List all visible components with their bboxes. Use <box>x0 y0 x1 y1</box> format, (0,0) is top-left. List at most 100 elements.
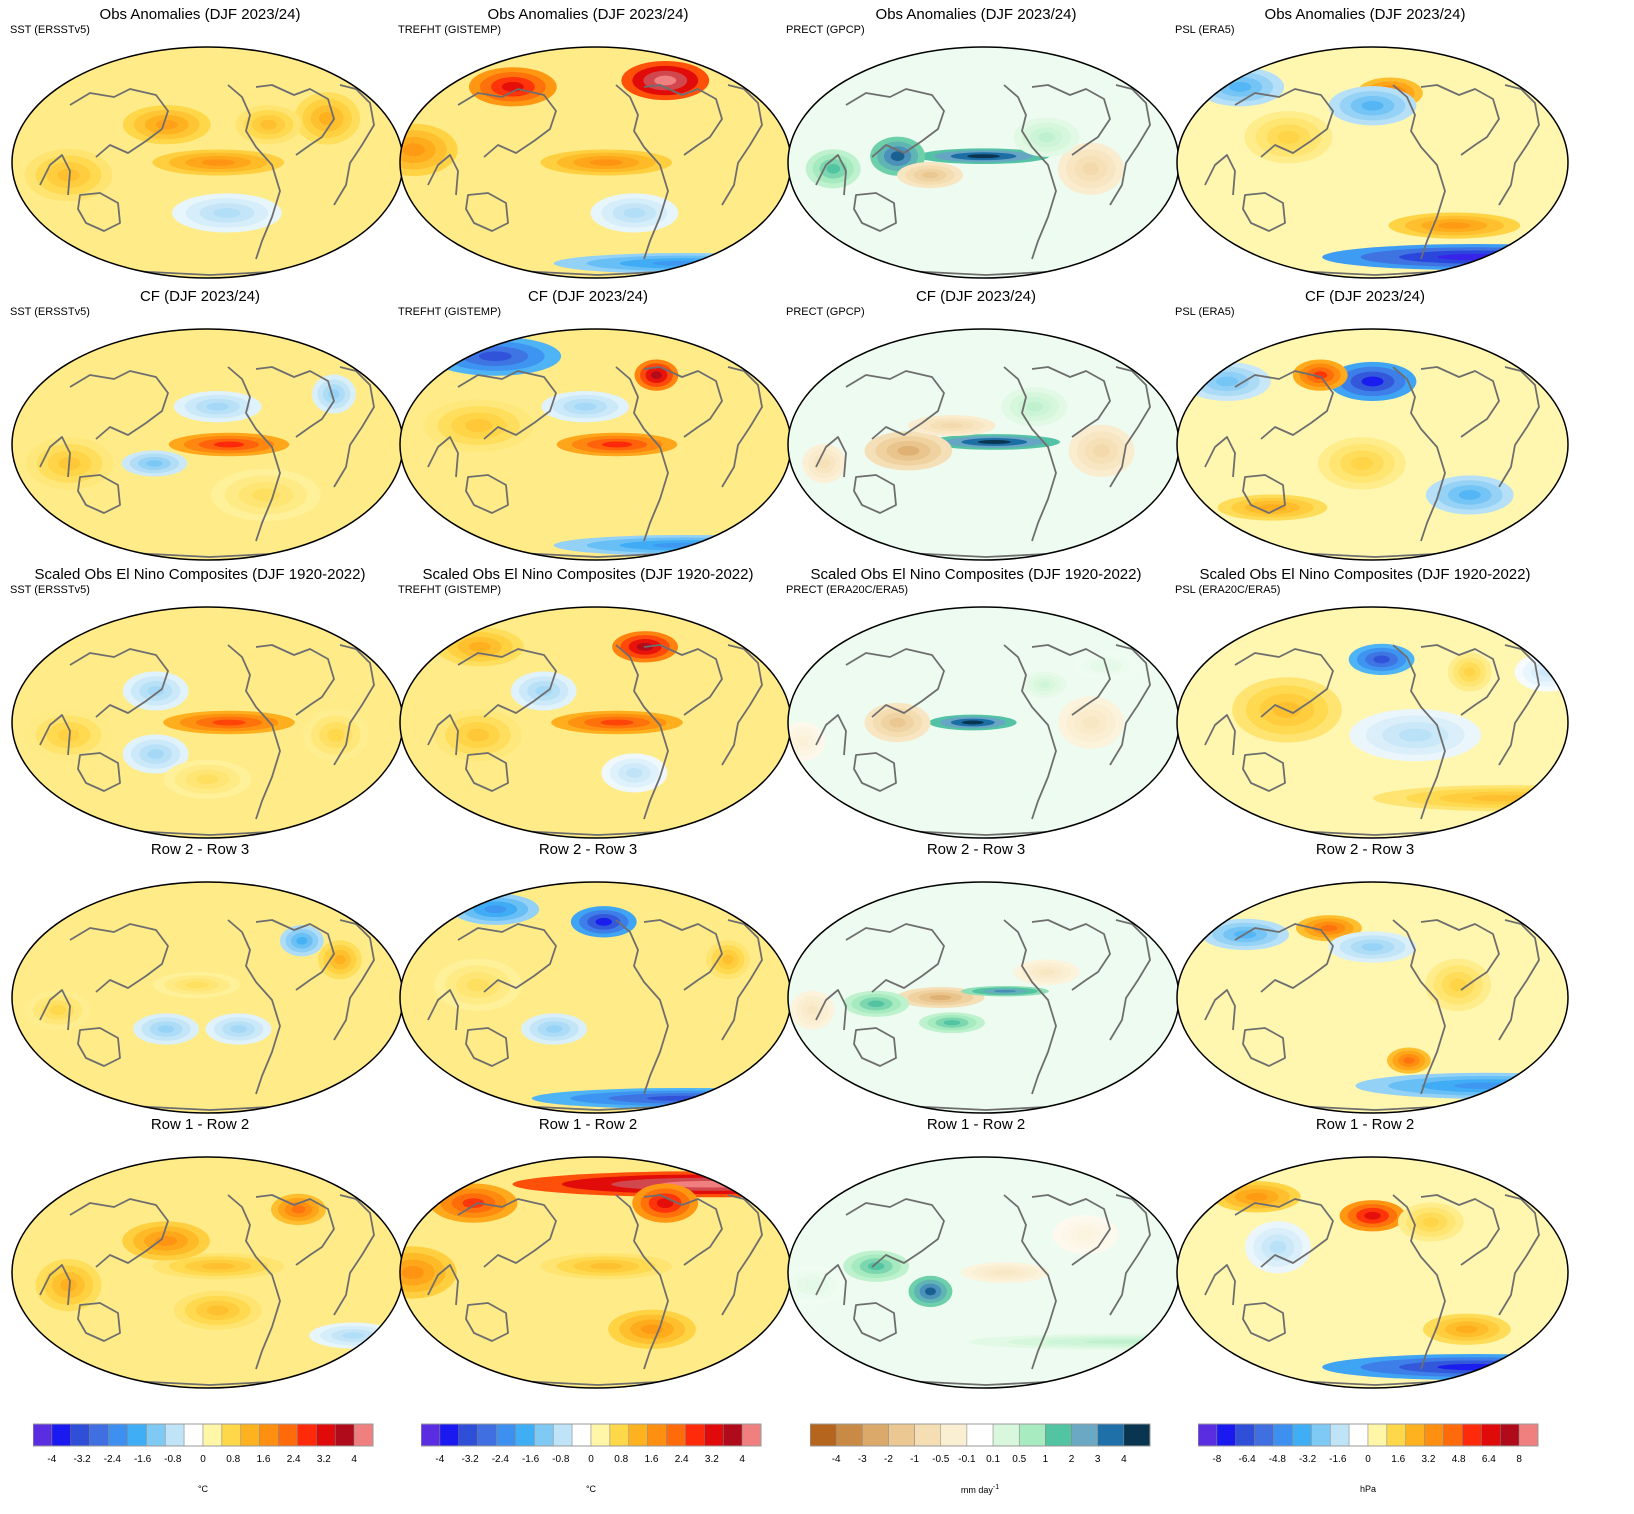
coastline <box>465 752 509 792</box>
panel-subtitle: SST (ERSSTv5) <box>10 24 90 36</box>
coastline <box>465 1302 509 1342</box>
map-plot <box>1176 328 1569 561</box>
anomaly-feature <box>401 1265 424 1280</box>
colorbar-swatch <box>1254 1423 1274 1447</box>
anomaly-feature <box>327 728 344 742</box>
anomaly-feature <box>1245 1192 1268 1201</box>
coastline <box>427 989 459 1031</box>
anomaly-feature <box>342 1332 365 1339</box>
colorbar-swatch <box>1235 1423 1255 1447</box>
anomaly-feature <box>291 1205 306 1214</box>
anomaly-feature <box>260 119 277 130</box>
coastline <box>77 1027 121 1067</box>
colorbar-swatch <box>888 1423 915 1447</box>
anomaly-feature <box>589 1262 623 1270</box>
anomaly-feature <box>212 719 246 726</box>
colorbar-tick-label: -3.2 <box>1299 1454 1317 1465</box>
anomaly-feature <box>574 402 597 411</box>
panel-subtitle: PSL (ERA5) <box>1175 24 1235 36</box>
coastline <box>1498 1194 1540 1316</box>
coastline <box>465 474 509 514</box>
anomaly-feature <box>993 989 1016 993</box>
colorbar-swatch <box>1123 1423 1151 1447</box>
panel-title: Obs Anomalies (DJF 2023/24) <box>875 6 1077 23</box>
anomaly-feature <box>147 686 164 696</box>
anomaly-feature <box>60 1278 77 1292</box>
anomaly-feature <box>402 143 425 157</box>
coastline <box>465 192 509 232</box>
colorbar-swatch <box>628 1423 648 1447</box>
anomaly-feature <box>334 954 346 965</box>
colorbar-tick-label: 3.2 <box>1421 1454 1435 1465</box>
anomaly-feature <box>601 441 633 448</box>
anomaly-feature <box>897 445 920 456</box>
coastline <box>615 366 669 542</box>
map-plot <box>11 881 404 1114</box>
colorbar-swatch <box>590 1423 611 1447</box>
colorbar-tick-label: -4 <box>832 1454 841 1465</box>
coastline <box>643 1194 723 1266</box>
anomaly-feature <box>826 163 841 174</box>
coastline <box>69 88 169 158</box>
coastline <box>39 436 71 478</box>
coastline <box>427 1264 459 1306</box>
colorbar-tick-label: 4.8 <box>1452 1454 1466 1465</box>
colorbar-swatch <box>1386 1423 1407 1447</box>
colorbar-tick-label: 2.4 <box>287 1454 301 1465</box>
colorbar-tick-label: 1.6 <box>1391 1454 1405 1465</box>
coastline <box>227 1194 281 1370</box>
colorbar-tick-label: -0.5 <box>932 1454 950 1465</box>
colorbar-swatch <box>108 1423 128 1447</box>
colorbar: -4 -3 -2 -1 -0.5 -0.1 0.1 0.5 1 2 3 4 mm day-1 <box>810 1422 1210 1502</box>
coastline <box>427 714 459 756</box>
colorbar-swatch <box>1292 1423 1312 1447</box>
anomaly-feature <box>1215 376 1238 387</box>
colorbar-swatch <box>259 1423 279 1447</box>
colorbar-swatch <box>1405 1423 1425 1447</box>
colorbar-swatch <box>1443 1423 1463 1447</box>
colorbar-unit: mm day-1 <box>810 1484 1150 1495</box>
anomaly-feature <box>626 768 643 778</box>
coastline <box>1204 1264 1236 1306</box>
anomaly-feature <box>943 1020 961 1026</box>
colorbar-swatch <box>127 1423 147 1447</box>
panel-title: Row 1 - Row 2 <box>538 1116 638 1133</box>
map-plot <box>11 328 404 561</box>
coastline <box>333 1194 375 1316</box>
anomaly-feature <box>656 1198 674 1209</box>
anomaly-feature <box>1422 1217 1440 1227</box>
coastline <box>427 154 459 196</box>
map-plot <box>11 606 404 839</box>
map-outline <box>1176 46 1569 279</box>
coastline <box>845 1198 945 1268</box>
anomaly-feature <box>545 1025 563 1033</box>
coastline <box>721 919 763 1041</box>
anomaly-feature <box>1350 456 1373 470</box>
anomaly-feature <box>929 994 952 1001</box>
anomaly-feature <box>147 749 164 759</box>
coastline <box>615 84 669 260</box>
colorbar-swatch <box>477 1423 497 1447</box>
colorbar-swatch <box>940 1423 968 1447</box>
map-panel: CF (DJF 2023/24) PSL (ERA5) <box>1165 282 1569 567</box>
coastline <box>1234 648 1334 718</box>
panel-title: Row 1 - Row 2 <box>150 1116 250 1133</box>
coastline <box>333 366 375 488</box>
anomaly-feature <box>589 159 623 166</box>
anomaly-feature <box>600 719 634 726</box>
coastline <box>1003 84 1057 260</box>
anomaly-feature <box>654 75 677 86</box>
colorbar-swatch <box>647 1423 667 1447</box>
coastline <box>853 1302 897 1342</box>
coastline <box>853 752 897 792</box>
colorbar-tick-label: 1.6 <box>644 1454 658 1465</box>
anomaly-feature <box>623 208 646 218</box>
colorbar: -8 -6.4 -4.8 -3.2 -1.6 0 1.6 3.2 4.8 6.4 8 hPa <box>1198 1422 1598 1502</box>
anomaly-feature <box>889 717 906 728</box>
coastline <box>39 714 71 756</box>
coastline <box>1242 752 1286 792</box>
colorbar-tick-label: -1 <box>910 1454 919 1465</box>
map-panel: CF (DJF 2023/24) TREFHT (GISTEMP) <box>388 282 792 567</box>
anomaly-feature <box>977 440 1011 444</box>
coastline <box>1109 1194 1151 1316</box>
